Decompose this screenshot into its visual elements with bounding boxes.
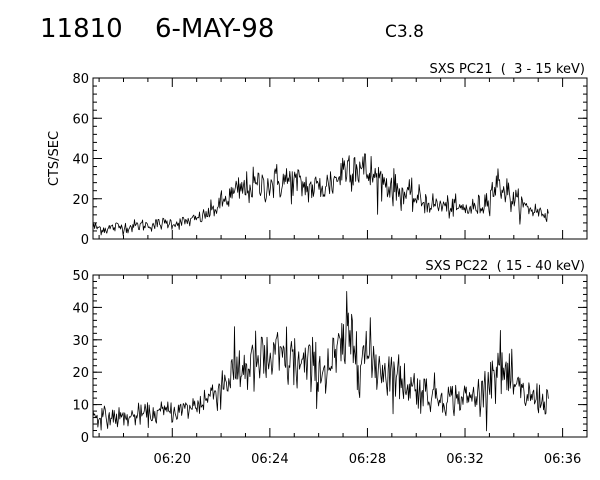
plot-frame-2: [92, 274, 588, 438]
event-date: 6-MAY-98: [155, 14, 275, 44]
panel-title-2: SXS PC22 ( 15 - 40 keV): [425, 259, 585, 274]
x-tick-label: 06:28: [349, 452, 386, 467]
y-tick-label: 20: [72, 193, 89, 208]
y-tick-label: 0: [81, 233, 89, 248]
x-tick-label: 06:36: [544, 452, 581, 467]
plot-frame-1: [92, 77, 588, 240]
x-tick-label: 06:32: [446, 452, 483, 467]
y-tick-label: 0: [81, 431, 89, 446]
y-axis-label: CTS/SEC: [47, 131, 62, 186]
y-tick-label: 20: [72, 366, 89, 381]
x-tick-label: 06:20: [154, 452, 191, 467]
panel-title-1: SXS PC21 ( 3 - 15 keV): [429, 62, 585, 77]
event-id: 11810: [40, 14, 123, 44]
y-tick-label: 50: [72, 269, 89, 284]
lightcurve-1: [92, 153, 549, 236]
y-tick-label: 30: [72, 334, 89, 349]
y-tick-label: 10: [72, 399, 89, 414]
y-tick-label: 60: [72, 112, 89, 127]
y-tick-label: 80: [72, 72, 89, 87]
goes-class: C3.8: [385, 22, 424, 42]
y-tick-label: 40: [72, 153, 89, 168]
lightcurve-2: [92, 291, 549, 432]
y-tick-label: 40: [72, 301, 89, 316]
x-tick-label: 06:24: [251, 452, 288, 467]
